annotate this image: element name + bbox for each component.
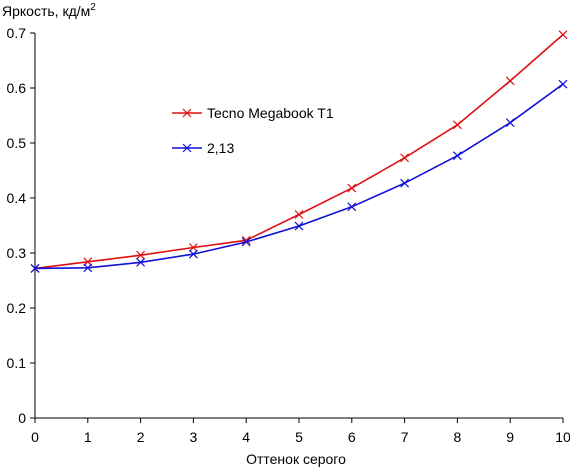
- x-tick-label: 1: [84, 429, 92, 445]
- data-point-marker: [188, 243, 198, 252]
- legend-label: 2,13: [207, 140, 234, 156]
- x-tick-label: 5: [295, 429, 303, 445]
- y-tick-label: 0.4: [7, 190, 27, 206]
- data-point-marker: [558, 30, 568, 40]
- series-1: [30, 30, 568, 273]
- data-point-marker: [241, 237, 251, 247]
- y-tick-label: 0.2: [7, 300, 27, 316]
- data-point-marker: [400, 178, 410, 188]
- data-point-marker: [505, 118, 515, 128]
- legend-label: Tecno Megabook T1: [207, 105, 334, 121]
- y-tick-label: 0.3: [7, 245, 27, 261]
- x-tick-label: 6: [348, 429, 356, 445]
- data-point-marker: [294, 221, 304, 231]
- x-tick-label: 0: [31, 429, 39, 445]
- series-line: [34, 34, 564, 270]
- y-tick-label: 0: [18, 410, 26, 426]
- x-axis-ticks: 0 1 2 3 4 5 6 7 8 9 10: [31, 418, 570, 445]
- legend-item: Tecno Megabook T1: [172, 105, 334, 121]
- y-tick-label: 0.1: [7, 355, 27, 371]
- x-tick-label: 8: [454, 429, 462, 445]
- legend-item: 2,13: [172, 140, 234, 156]
- y-tick-label: 0.5: [7, 135, 27, 151]
- x-tick-label: 3: [190, 429, 198, 445]
- data-point-marker: [347, 202, 357, 212]
- legend: Tecno Megabook T1 2,13: [172, 105, 334, 156]
- data-point-marker: [505, 76, 515, 86]
- y-axis-title-superscript: 2: [90, 2, 96, 13]
- data-point-marker: [294, 210, 304, 219]
- y-tick-label: 0.6: [7, 80, 27, 96]
- series-group: [30, 30, 568, 273]
- data-point-marker: [30, 263, 40, 273]
- x-tick-label: 10: [555, 429, 570, 445]
- data-point-marker: [452, 120, 462, 130]
- x-axis-title: Оттенок серого: [246, 451, 346, 467]
- x-tick-label: 9: [506, 429, 514, 445]
- data-point-marker: [136, 250, 146, 260]
- series-2: [30, 79, 568, 273]
- x-tick-label: 4: [242, 429, 250, 445]
- data-point-marker: [347, 183, 357, 193]
- x-tick-label: 2: [137, 429, 145, 445]
- y-tick-label: 0.7: [7, 25, 27, 41]
- data-point-marker: [558, 79, 568, 89]
- data-point-marker: [452, 151, 462, 161]
- x-tick-label: 7: [401, 429, 409, 445]
- data-point-marker: [83, 263, 93, 273]
- legend-marker: [182, 143, 192, 153]
- y-axis-ticks: 0 0.1 0.2 0.3 0.4 0.5 0.6 0.7: [7, 25, 35, 426]
- data-point-marker: [136, 257, 146, 267]
- legend-marker: [182, 108, 192, 118]
- data-point-marker: [188, 249, 198, 259]
- data-point-marker: [400, 153, 410, 163]
- y-axis-title: Яркость, кд/м2: [2, 2, 96, 19]
